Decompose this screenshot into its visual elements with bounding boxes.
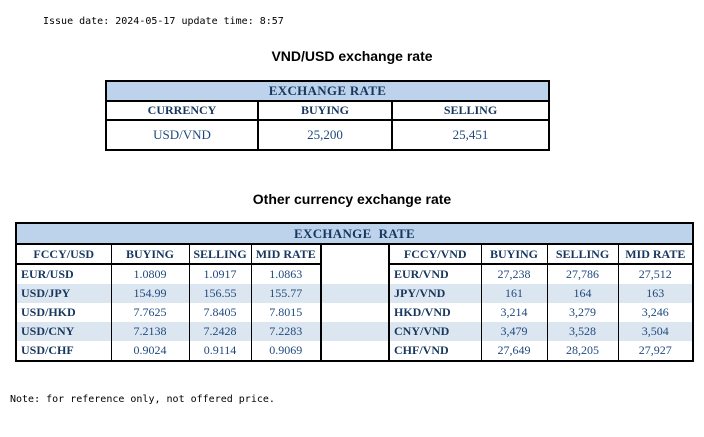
other-currency-table-title: Other currency exchange rate	[252, 191, 452, 207]
buying-rate-cell: 3,479	[480, 322, 548, 341]
spacer-cell	[320, 341, 390, 361]
mid-rate-cell: 1.0863	[250, 264, 322, 284]
rate-row: USD/HKD 7.7625 7.8405 7.8015 HKD/VND 3,2…	[15, 303, 694, 322]
mid-rate-cell: 7.2283	[250, 322, 322, 341]
issue-date-line: Issue date: 2024-05-17 update time: 8:57	[43, 16, 284, 27]
selling-rate-cell: 0.9114	[188, 341, 252, 361]
currency-pair-cell: EUR/VND	[388, 264, 482, 284]
buying-rate-cell: 7.7625	[110, 303, 190, 322]
currency-pair-cell: CNY/VND	[388, 322, 482, 341]
column-header-row: FCCY/USD BUYING SELLING MID RATE FCCY/VN…	[15, 244, 694, 265]
spacer-cell	[320, 303, 390, 322]
mid-rate-cell: 7.8015	[250, 303, 322, 322]
table-header-row: EXCHANGE RATE	[16, 223, 694, 245]
fccy-usd-column-header: FCCY/USD	[15, 244, 112, 265]
selling-rate-cell: 156.55	[188, 284, 252, 303]
currency-pair-cell: EUR/USD	[15, 264, 112, 284]
selling-rate-cell: 7.2428	[188, 322, 252, 341]
currency-pair-cell: USD/VND	[105, 119, 259, 151]
mid-rate-cell: 27,512	[617, 264, 694, 284]
vnd-usd-exchange-table: EXCHANGE RATE CURRENCY BUYING SELLING US…	[104, 80, 551, 151]
spacer-cell	[320, 244, 390, 264]
currency-pair-cell: USD/HKD	[15, 303, 112, 322]
selling-rate-cell: 25,451	[390, 119, 551, 151]
mid-rate-column-header: MID RATE	[617, 244, 694, 265]
rate-row: USD/CNY 7.2138 7.2428 7.2283 CNY/VND 3,4…	[15, 322, 694, 341]
buying-rate-cell: 3,214	[480, 303, 548, 322]
mid-rate-cell: 155.77	[250, 284, 322, 303]
currency-pair-cell: USD/CNY	[15, 322, 112, 341]
buying-rate-cell: 1.0809	[110, 264, 190, 284]
mid-rate-cell: 3,246	[617, 303, 694, 322]
other-currency-exchange-table: EXCHANGE RATE FCCY/USD BUYING SELLING MI…	[15, 222, 695, 362]
table-header-row: EXCHANGE RATE	[104, 80, 551, 102]
selling-rate-cell: 1.0917	[188, 264, 252, 284]
buying-rate-cell: 7.2138	[110, 322, 190, 341]
selling-rate-cell: 164	[546, 284, 619, 303]
buying-rate-cell: 0.9024	[110, 341, 190, 361]
selling-rate-cell: 7.8405	[188, 303, 252, 322]
currency-pair-cell: HKD/VND	[388, 303, 482, 322]
mid-rate-column-header: MID RATE	[250, 244, 322, 265]
buying-rate-cell: 161	[480, 284, 548, 303]
buying-rate-cell: 27,649	[480, 341, 548, 361]
reference-note: Note: for reference only, not offered pr…	[10, 394, 275, 405]
exchange-rate-header: EXCHANGE RATE	[104, 80, 551, 102]
currency-pair-cell: CHF/VND	[388, 341, 482, 361]
spacer-cell	[320, 284, 390, 303]
currency-pair-cell: USD/CHF	[15, 341, 112, 361]
selling-rate-cell: 3,279	[546, 303, 619, 322]
mid-rate-cell: 163	[617, 284, 694, 303]
selling-column-header: SELLING	[188, 244, 252, 265]
spacer-cell	[320, 264, 390, 284]
buying-rate-cell: 25,200	[257, 119, 393, 151]
currency-column-header: CURRENCY	[105, 100, 259, 121]
mid-rate-cell: 3,504	[617, 322, 694, 341]
rate-row: USD/JPY 154.99 156.55 155.77 JPY/VND 161…	[15, 284, 694, 303]
selling-column-header: SELLING	[546, 244, 619, 265]
mid-rate-cell: 0.9069	[250, 341, 322, 361]
mid-rate-cell: 27,927	[617, 341, 694, 361]
spacer-cell	[320, 322, 390, 341]
fccy-vnd-column-header: FCCY/VND	[388, 244, 482, 265]
rate-row: USD/CHF 0.9024 0.9114 0.9069 CHF/VND 27,…	[15, 341, 694, 361]
selling-rate-cell: 27,786	[546, 264, 619, 284]
exchange-rate-header: EXCHANGE RATE	[16, 223, 694, 245]
column-header-row: CURRENCY BUYING SELLING	[105, 100, 551, 121]
buying-rate-cell: 154.99	[110, 284, 190, 303]
vnd-usd-table-title: VND/USD exchange rate	[271, 48, 433, 64]
selling-rate-cell: 28,205	[546, 341, 619, 361]
buying-column-header: BUYING	[480, 244, 548, 265]
selling-column-header: SELLING	[390, 100, 551, 121]
buying-rate-cell: 27,238	[480, 264, 548, 284]
buying-column-header: BUYING	[110, 244, 190, 265]
selling-rate-cell: 3,528	[546, 322, 619, 341]
currency-pair-cell: JPY/VND	[388, 284, 482, 303]
buying-column-header: BUYING	[257, 100, 393, 121]
currency-pair-cell: USD/JPY	[15, 284, 112, 303]
rate-row: EUR/USD 1.0809 1.0917 1.0863 EUR/VND 27,…	[15, 264, 694, 284]
rate-row: USD/VND 25,200 25,451	[105, 119, 551, 151]
